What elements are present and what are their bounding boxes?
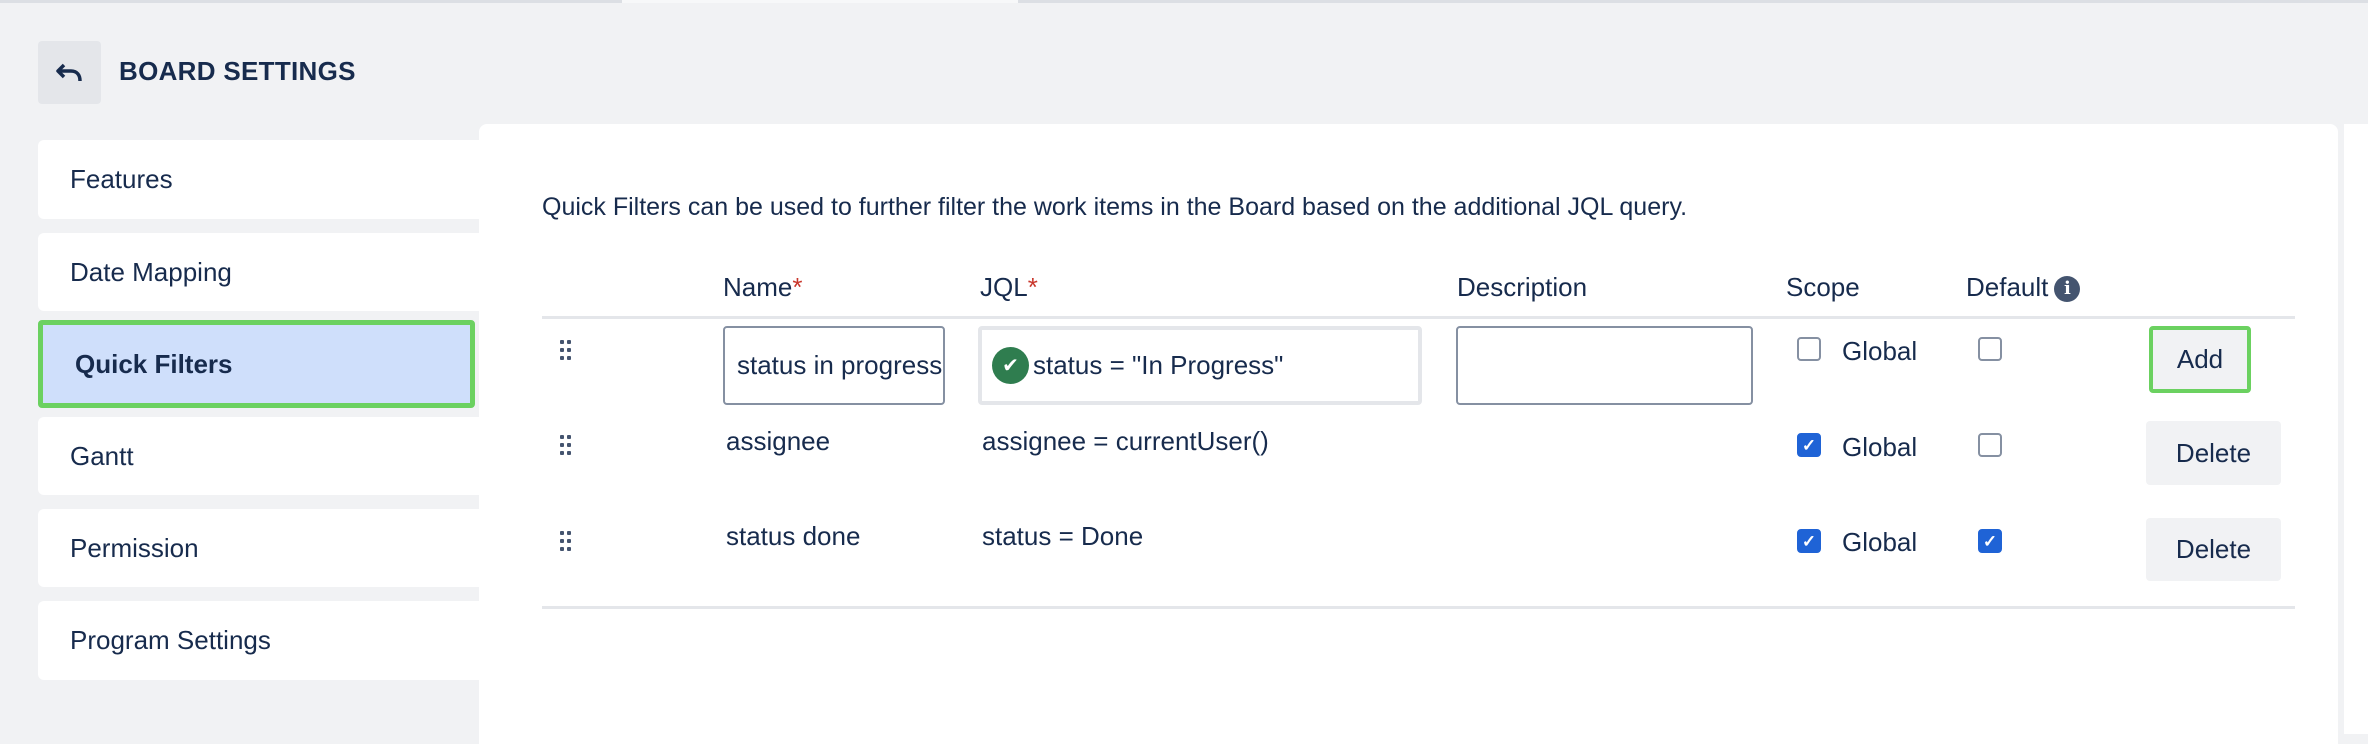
column-header-description: Description	[1457, 272, 1588, 302]
jql-value: status = "In Progress"	[1033, 350, 1284, 380]
scope-label: Global	[1842, 527, 1918, 557]
filter-jql: assignee = currentUser()	[982, 426, 1269, 456]
scope-global-checkbox[interactable]: ✓	[1797, 433, 1821, 457]
default-label: Default	[1966, 272, 2049, 302]
name-label: Name	[723, 272, 793, 302]
undo-arrow-icon	[55, 63, 82, 81]
scope-label: Global	[1842, 432, 1918, 462]
top-border	[0, 0, 2368, 3]
drag-handle-icon[interactable]	[560, 340, 572, 362]
table-bottom-divider	[542, 606, 2295, 609]
scope-global-checkbox[interactable]: ✓	[1797, 529, 1821, 553]
sidebar-item-date-mapping[interactable]: Date Mapping	[38, 233, 479, 311]
filter-name: status done	[726, 521, 861, 551]
scope-label: Global	[1842, 336, 1918, 366]
header-divider	[542, 316, 2295, 319]
required-mark: *	[1027, 272, 1038, 302]
sidebar-item-quick-filters[interactable]: Quick Filters	[38, 320, 475, 408]
sidebar-item-program-settings[interactable]: Program Settings	[38, 601, 479, 680]
required-mark: *	[792, 272, 803, 302]
page-title: BOARD SETTINGS	[119, 56, 356, 86]
info-icon[interactable]: i	[2054, 276, 2081, 302]
drag-handle-icon[interactable]	[560, 531, 572, 553]
column-header-default: Default i	[1966, 272, 2081, 303]
name-input[interactable]: status in progress	[723, 326, 945, 405]
valid-check-icon: ✔	[992, 347, 1029, 384]
sidebar-item-permission[interactable]: Permission	[38, 509, 479, 587]
column-header-name: Name*	[723, 272, 802, 303]
column-header-scope: Scope	[1786, 272, 1860, 302]
filter-jql: status = Done	[982, 521, 1144, 551]
filter-name: assignee	[726, 426, 831, 456]
delete-button[interactable]: Delete	[2146, 421, 2281, 485]
quick-filters-description: Quick Filters can be used to further fil…	[542, 193, 1688, 221]
description-input[interactable]	[1456, 326, 1753, 405]
jql-label: JQL	[980, 272, 1028, 302]
default-checkbox[interactable]	[1978, 433, 2002, 457]
delete-button[interactable]: Delete	[2146, 518, 2281, 581]
jql-input[interactable]: ✔ status = "In Progress"	[978, 326, 1422, 405]
column-header-jql: JQL*	[980, 272, 1038, 303]
default-checkbox[interactable]: ✓	[1978, 529, 2002, 553]
add-button[interactable]: Add	[2149, 326, 2251, 393]
drag-handle-icon[interactable]	[560, 435, 572, 457]
scope-global-checkbox[interactable]	[1797, 337, 1821, 361]
back-button[interactable]	[38, 41, 101, 104]
sidebar-item-features[interactable]: Features	[38, 140, 479, 219]
default-checkbox[interactable]	[1978, 337, 2002, 361]
main-panel	[479, 124, 2338, 744]
scrollbar-track[interactable]	[2344, 124, 2368, 734]
sidebar-item-gantt[interactable]: Gantt	[38, 417, 479, 495]
